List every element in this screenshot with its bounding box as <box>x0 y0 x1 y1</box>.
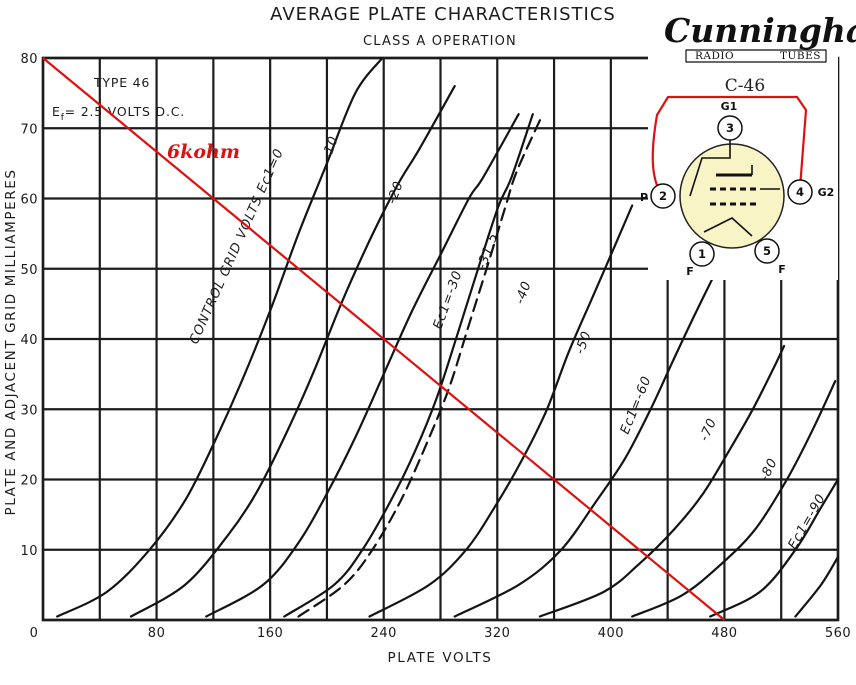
pin-3-name: G1 <box>721 100 738 113</box>
curve-series-5 <box>368 204 634 618</box>
tube-overlay: Cunningham RADIO TUBES C-46 1 F 2 P <box>640 8 856 280</box>
brand-name: Cunningham <box>664 11 856 50</box>
curve-series-8 <box>631 380 837 618</box>
pin-4-circle <box>787 179 813 205</box>
pin-5-number: 5 <box>763 244 771 258</box>
y-tick-label: 80 <box>20 52 38 67</box>
y-tick-label: 30 <box>20 403 38 418</box>
pin-2-name: P <box>640 191 648 204</box>
x-tick-label: 80 <box>148 626 166 641</box>
curve-label-7: Ec1=-60 <box>618 374 655 437</box>
internal-lead-g2 <box>751 165 780 190</box>
y-axis-label: PLATE AND ADJACENT GRID MILLIAMPERES <box>3 168 19 515</box>
filament-symbol: E <box>52 104 61 119</box>
brand-banner <box>685 49 827 63</box>
curve-series-4 <box>297 113 544 618</box>
pin-3-number: 3 <box>726 121 734 135</box>
tube-internals <box>689 140 780 237</box>
pin-2-number: 2 <box>659 189 667 203</box>
curve-label-1: -10 <box>320 134 342 161</box>
pin-5-name: F <box>778 263 786 276</box>
x-tick-label: 400 <box>598 626 624 641</box>
curve-series-2 <box>205 113 520 618</box>
filament-voltage-label: Ef= 2.5 VOLTS D.C. <box>52 104 185 123</box>
tube-type-label: TYPE 46 <box>93 75 150 90</box>
x-tick-label: 320 <box>484 626 510 641</box>
y-tick-label: 70 <box>20 122 38 137</box>
pin-1-name: F <box>686 265 694 278</box>
curve-label-5: -40 <box>513 279 535 306</box>
brand-sub-right: TUBES <box>780 50 821 62</box>
curve-label-2: -20 <box>385 179 407 206</box>
curve-series-3 <box>283 113 534 618</box>
filament-value: = 2.5 VOLTS D.C. <box>65 104 185 119</box>
filament-subscript: f <box>61 113 65 123</box>
filament-element <box>703 217 753 237</box>
pin-1-number: 1 <box>698 247 706 261</box>
pin-4-number: 4 <box>796 185 804 199</box>
y-tick-label: 40 <box>20 333 38 348</box>
curve-series-1 <box>129 85 456 618</box>
x-tick-label: 480 <box>711 626 737 641</box>
y-tick-labels: 10 20 30 40 50 60 70 80 <box>20 52 38 559</box>
characteristic-curves <box>56 56 840 618</box>
pin-3-circle <box>717 115 743 141</box>
curve-label-8: -70 <box>697 416 720 444</box>
pin-1-circle <box>689 241 715 267</box>
curve-series-10 <box>794 555 840 618</box>
pin-5-circle <box>754 238 780 264</box>
curve-series-7 <box>538 344 786 618</box>
pin-2-circle <box>650 183 676 209</box>
x-tick-label: 0 <box>30 626 39 641</box>
brand-sub-left: RADIO <box>695 50 734 62</box>
y-tick-label: 50 <box>20 263 38 278</box>
plot-frame <box>41 56 840 622</box>
tube-pins: 1 F 2 P 3 G1 4 G2 5 F <box>640 100 834 278</box>
curve-series-9 <box>709 478 840 618</box>
curve-series-0 <box>56 56 384 618</box>
x-tick-label: 160 <box>257 626 283 641</box>
curve-series-6 <box>453 267 719 618</box>
curve-label-10: Ec1=-90 <box>785 491 829 552</box>
x-tick-label: 240 <box>371 626 397 641</box>
x-axis-label: PLATE VOLTS <box>388 650 493 666</box>
pin-4-name: G2 <box>818 186 835 199</box>
tube-envelope <box>679 143 785 249</box>
internal-lead-g1 <box>689 140 731 197</box>
y-tick-label: 20 <box>20 474 38 489</box>
chart-title: AVERAGE PLATE CHARACTERISTICS <box>270 4 616 25</box>
x-tick-label: 560 <box>825 626 851 641</box>
y-tick-label: 10 <box>20 544 38 559</box>
load-line <box>42 57 726 621</box>
chart-subtitle: CLASS A OPERATION <box>363 34 517 49</box>
brand-logo: Cunningham RADIO TUBES <box>664 11 856 63</box>
y-tick-label: 60 <box>20 193 38 208</box>
load-line-label: 6kohm <box>167 141 240 163</box>
x-tick-labels: 0 80 160 240 320 400 480 560 <box>30 626 851 641</box>
tube-model-label: C-46 <box>725 76 765 96</box>
